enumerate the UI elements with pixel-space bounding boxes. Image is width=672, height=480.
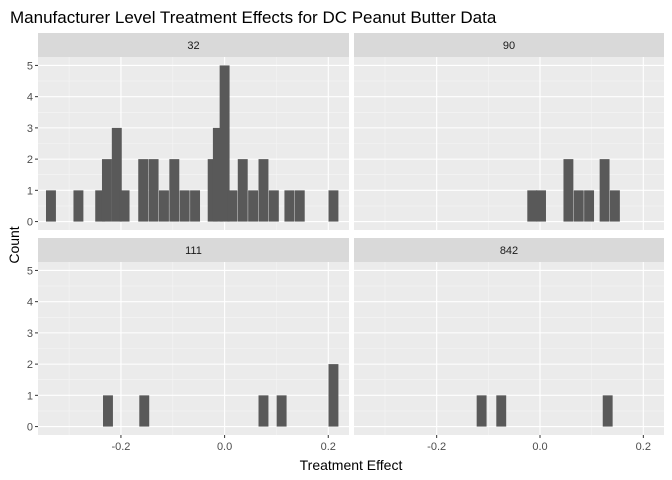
histogram-bar — [227, 190, 238, 222]
y-tick-label: 2 — [27, 359, 33, 371]
facet-strip — [38, 238, 349, 262]
x-tick-label: 0.0 — [532, 441, 547, 453]
histogram-bar — [148, 159, 159, 222]
facet-strip-label: 842 — [500, 245, 518, 257]
facet-strip-label: 90 — [503, 40, 515, 52]
histogram-bar — [73, 190, 84, 222]
x-tick-label: -0.2 — [111, 441, 130, 453]
x-axis-title: Treatment Effect — [300, 457, 403, 473]
facet-strip — [354, 33, 664, 57]
x-tick-label: 0.2 — [321, 441, 336, 453]
histogram-bar — [602, 395, 613, 427]
histogram-bar — [139, 395, 150, 427]
histogram-bar — [584, 190, 595, 222]
histogram-bar — [219, 65, 230, 222]
facet-panels: 32 90 111 842 — [38, 33, 664, 435]
histogram-bar — [207, 159, 218, 222]
histogram-bar — [328, 190, 339, 222]
facet-panel-111: 111 — [38, 238, 349, 435]
histogram-bar — [237, 159, 248, 222]
histogram-bar — [563, 159, 574, 222]
facet-panel-32: 32 — [38, 33, 349, 230]
facet-panel-842: 842 — [354, 238, 664, 435]
y-tick-label: 0 — [27, 422, 33, 434]
histogram-bar — [284, 190, 295, 222]
histogram-bar — [527, 190, 538, 222]
y-tick-label: 5 — [27, 265, 33, 277]
histogram-bar — [258, 159, 269, 222]
y-tick-label: 2 — [27, 154, 33, 166]
facet-strip — [354, 238, 664, 262]
histogram-bar — [103, 395, 113, 427]
x-tick-label: 0.0 — [217, 441, 232, 453]
histogram-bar — [179, 190, 190, 222]
histogram-bar — [138, 159, 149, 222]
facet-strip — [38, 33, 349, 57]
y-tick-label: 3 — [27, 123, 33, 135]
histogram-bar — [248, 190, 259, 222]
chart-title: Manufacturer Level Treatment Effects for… — [10, 8, 497, 27]
histogram-bar — [536, 190, 546, 222]
histogram-bar — [169, 159, 180, 222]
histogram-bar — [599, 159, 610, 222]
histogram-bar — [101, 159, 112, 222]
y-tick-label: 5 — [27, 60, 33, 72]
histogram-bar — [190, 190, 201, 222]
x-axes: -0.2 0.0 0.2 -0.2 0.0 0.2 — [111, 435, 651, 453]
facet-strip-label: 32 — [187, 40, 199, 52]
histogram-bar — [276, 395, 287, 427]
histogram-bar — [45, 190, 56, 222]
y-tick-label: 1 — [27, 390, 33, 402]
facet-strip-label: 111 — [185, 245, 202, 257]
histogram-bar — [476, 395, 487, 427]
y-tick-label: 0 — [27, 217, 33, 229]
histogram-bar — [268, 190, 279, 222]
y-axes: 0 1 2 3 4 5 0 1 2 3 4 5 — [27, 60, 38, 434]
histogram-bar — [496, 395, 507, 427]
histogram-bar — [258, 395, 269, 427]
histogram-bar — [95, 190, 106, 222]
y-axis-title: Count — [6, 226, 22, 263]
y-tick-label: 1 — [27, 185, 33, 197]
facet-panel-90: 90 — [354, 33, 664, 230]
histogram-bar — [328, 364, 339, 427]
histogram-bar — [609, 190, 620, 222]
y-tick-label: 4 — [27, 297, 33, 309]
x-tick-label: 0.2 — [636, 441, 651, 453]
y-tick-label: 4 — [27, 92, 33, 104]
histogram-bar — [111, 127, 122, 222]
histogram-bar — [294, 190, 305, 222]
histogram-bar — [119, 190, 130, 222]
histogram-bar — [158, 190, 169, 222]
y-tick-label: 3 — [27, 328, 33, 340]
histogram-bar — [573, 190, 584, 222]
histogram-bar — [212, 127, 223, 222]
x-tick-label: -0.2 — [427, 441, 446, 453]
